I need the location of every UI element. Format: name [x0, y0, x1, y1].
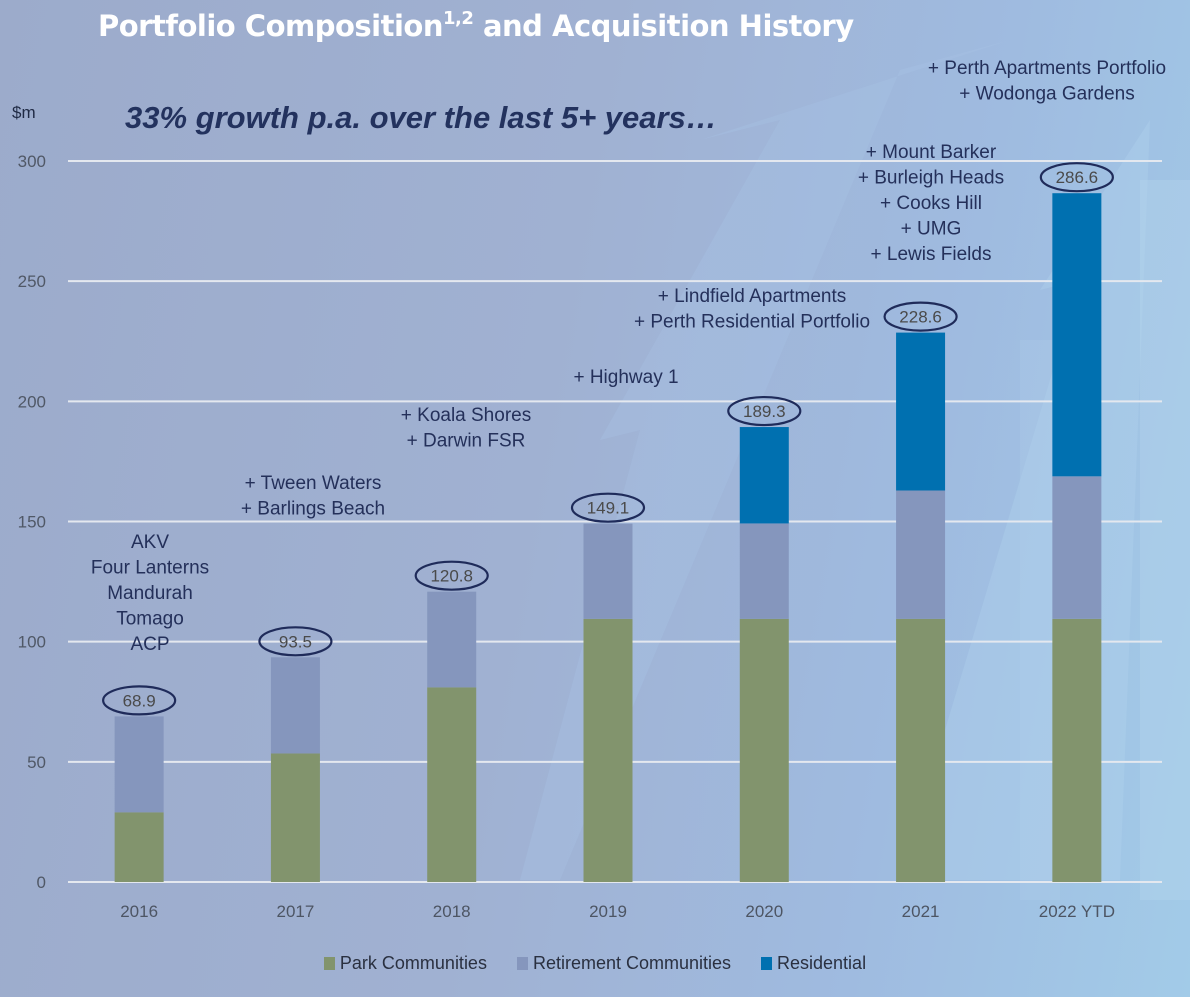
y-tick-label: 150: [18, 513, 46, 532]
total-label: 120.8: [430, 567, 473, 586]
title-superscript: 1,2: [442, 8, 474, 29]
total-ellipse: [883, 301, 958, 332]
total-label: 189.3: [743, 402, 786, 421]
acquisition-annotations: AKV Four Lanterns Mandurah Tomago ACP + Tween…: [91, 58, 1166, 655]
y-tick-label: 300: [18, 152, 46, 171]
bar-retirement-2018: [427, 591, 477, 688]
legend-label-park: Park Communities: [339, 953, 487, 973]
annotation-line: + Perth Residential Portfolio: [634, 312, 870, 333]
total-label: 286.6: [1056, 168, 1099, 187]
bar-retirement-2020: [739, 523, 789, 619]
x-axis-ticks: 2016 2017 2018 2019 2020 2021 2022 YTD: [120, 902, 1115, 921]
annotation-2016: AKV Four Lanterns Mandurah Tomago ACP: [91, 532, 209, 655]
x-tick-label: 2021: [902, 902, 940, 921]
annotation-line: + UMG: [901, 219, 962, 240]
total-label: 228.6: [899, 308, 942, 327]
bars: [114, 193, 1102, 882]
total-ellipse: [570, 492, 646, 523]
annotation-line: AKV: [131, 532, 169, 553]
total-labels: 68.9 93.5 120.8 149.1 189.3 228.6 286.6: [102, 162, 1114, 716]
x-tick-label: 2022 YTD: [1039, 902, 1115, 921]
x-tick-label: 2016: [120, 902, 158, 921]
annotation-line: + Highway 1: [573, 367, 678, 388]
title-main: Portfolio Composition: [98, 9, 443, 43]
total-label: 68.9: [123, 691, 156, 710]
y-tick-label: 100: [18, 633, 46, 652]
annotation-line: + Lindfield Apartments: [658, 286, 847, 307]
legend-swatch-residential: [761, 957, 773, 970]
bar-park-2016: [114, 812, 164, 882]
bar-park-2022-ytd: [1052, 618, 1102, 882]
annotation-line: + Mount Barker: [866, 142, 997, 163]
legend-label-retirement: Retirement Communities: [532, 953, 732, 973]
legend-item-park: Park Communities: [323, 953, 487, 974]
legend-item-retirement: Retirement Communities: [516, 953, 732, 974]
annotation-line: + Perth Apartments Portfolio: [928, 58, 1166, 79]
bar-retirement-2019: [583, 523, 633, 619]
bar-park-2021: [896, 618, 946, 882]
bar-park-2020: [739, 618, 789, 882]
total-ellipse: [258, 626, 333, 657]
total-label: 93.5: [279, 632, 312, 651]
bar-retirement-2021: [896, 490, 946, 619]
chart-subtitle: 33% growth p.a. over the last 5+ years…: [125, 100, 717, 135]
bar-retirement-2017: [270, 657, 320, 754]
legend: Park Communities Retirement Communities …: [0, 953, 1190, 974]
annotation-2019: + Highway 1: [573, 367, 678, 388]
chart-title: Portfolio Composition1,2 and Acquisition…: [98, 8, 854, 43]
annotation-line: Mandurah: [107, 583, 193, 604]
y-tick-label: 250: [18, 272, 46, 291]
x-tick-label: 2018: [433, 902, 471, 921]
annotation-2022-ytd: + Perth Apartments Portfolio + Wodonga Ga…: [928, 58, 1166, 105]
x-tick-label: 2017: [277, 902, 315, 921]
annotation-line: Tomago: [116, 609, 184, 630]
annotation-2021: + Mount Barker + Burleigh Heads + Cooks Hi…: [858, 142, 1004, 265]
legend-label-residential: Residential: [777, 953, 867, 973]
total-ellipse: [1039, 162, 1114, 193]
legend-swatch-park: [323, 957, 335, 970]
annotation-line: + Burleigh Heads: [858, 168, 1004, 189]
y-axis-unit-label: $m: [12, 103, 36, 122]
annotation-line: + Lewis Fields: [871, 244, 992, 265]
bar-retirement-2016: [114, 716, 164, 813]
bar-retirement-2022-ytd: [1052, 476, 1102, 619]
y-tick-label: 0: [37, 873, 46, 892]
annotation-line: + Barlings Beach: [241, 499, 385, 520]
annotation-2020: + Lindfield Apartments + Perth Residentia…: [634, 286, 870, 333]
total-ellipse: [102, 685, 177, 716]
bar-park-2017: [270, 753, 320, 882]
annotation-line: ACP: [130, 634, 169, 655]
annotation-line: + Wodonga Gardens: [959, 84, 1135, 105]
legend-swatch-retirement: [516, 957, 528, 970]
y-axis-ticks: 0 50 100 150 200 250 300: [18, 152, 46, 892]
annotation-line: + Darwin FSR: [407, 431, 526, 452]
annotation-line: + Tween Waters: [245, 473, 382, 494]
annotation-2018: + Koala Shores + Darwin FSR: [401, 405, 531, 452]
legend-item-residential: Residential: [761, 953, 866, 974]
y-tick-label: 50: [27, 753, 46, 772]
total-ellipse: [414, 560, 489, 591]
total-label: 149.1: [587, 499, 630, 518]
x-tick-label: 2019: [589, 902, 627, 921]
annotation-line: + Koala Shores: [401, 405, 531, 426]
x-tick-label: 2020: [745, 902, 783, 921]
bar-park-2018: [427, 687, 477, 882]
bar-residential-2020: [739, 427, 789, 524]
bar-park-2019: [583, 618, 633, 882]
annotation-2017: + Tween Waters + Barlings Beach: [241, 473, 385, 520]
y-tick-label: 200: [18, 392, 46, 411]
annotation-line: Four Lanterns: [91, 558, 209, 579]
annotation-line: + Cooks Hill: [880, 193, 982, 214]
bar-residential-2022-ytd: [1052, 193, 1102, 477]
bar-residential-2021: [896, 332, 946, 491]
total-ellipse: [727, 395, 802, 427]
title-rest: and Acquisition History: [473, 9, 854, 43]
